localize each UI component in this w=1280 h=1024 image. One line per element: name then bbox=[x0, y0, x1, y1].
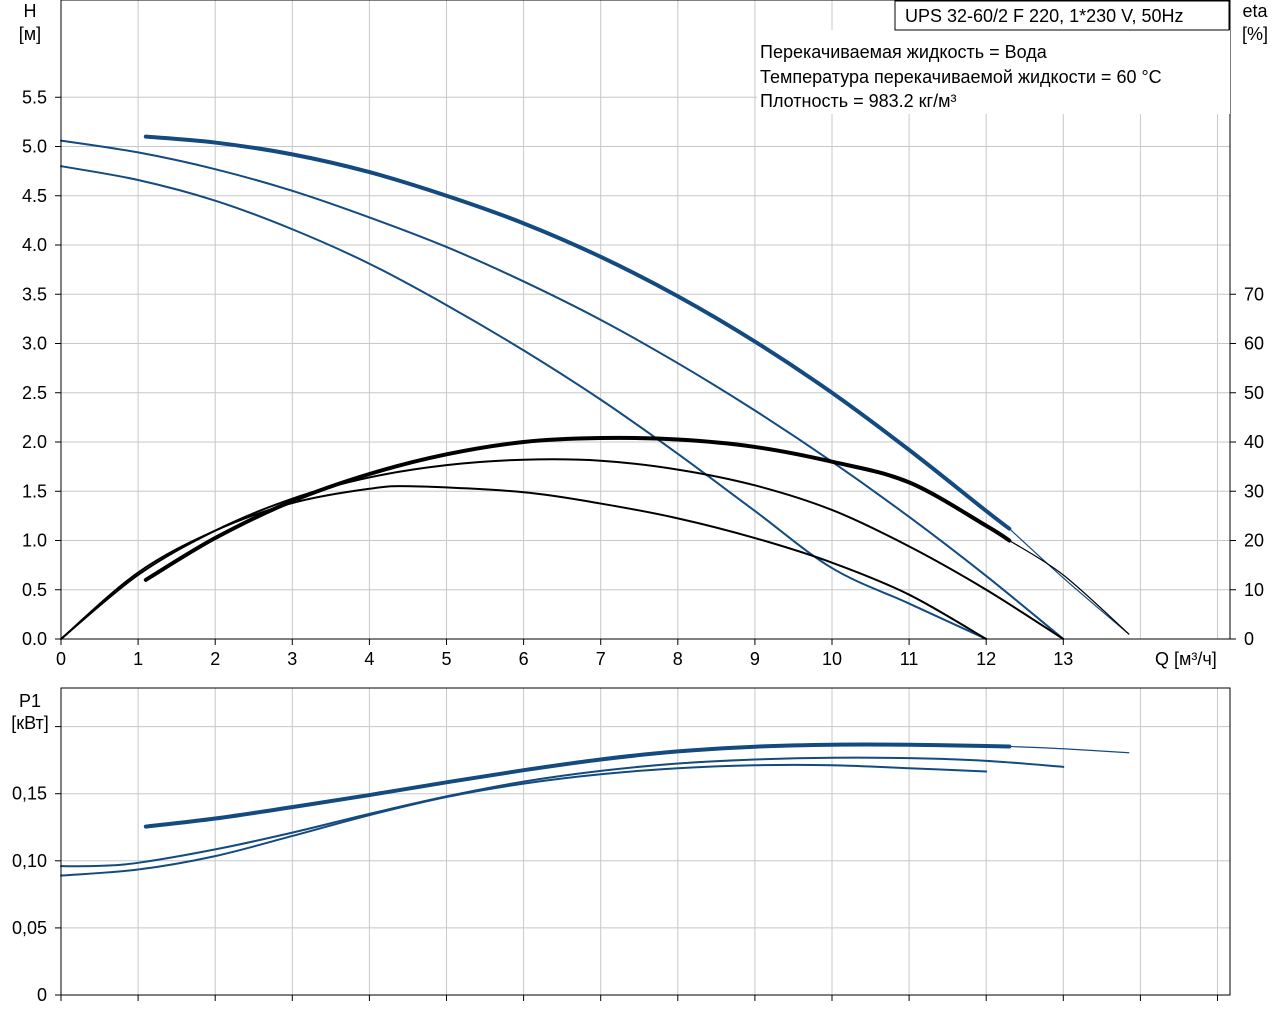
power-tick-label: 0,15 bbox=[12, 784, 47, 804]
y-tick-label: 3.0 bbox=[22, 334, 47, 354]
y2-axis-unit: [%] bbox=[1242, 24, 1268, 44]
model-name: UPS 32-60/2 F 220, 1*230 V, 50Hz bbox=[905, 6, 1184, 26]
power-chart-ticks: 0 0,05 0,10 0,15 bbox=[12, 726, 1218, 1005]
x-tick-label: 7 bbox=[596, 649, 606, 669]
y2-axis-name: eta bbox=[1242, 1, 1268, 21]
x-tick-label: 12 bbox=[976, 649, 996, 669]
x-tick-label: 3 bbox=[287, 649, 297, 669]
power-tick-label: 0,10 bbox=[12, 851, 47, 871]
y-axis-unit: [м] bbox=[19, 24, 41, 44]
x-tick-label: 9 bbox=[750, 649, 760, 669]
efficiency-curve-main bbox=[143, 435, 1012, 582]
info-box-background bbox=[757, 30, 1230, 114]
y-tick-label: 5.0 bbox=[22, 137, 47, 157]
y2-tick-label: 20 bbox=[1244, 531, 1264, 551]
model-box bbox=[894, 0, 1230, 31]
y-tick-label: 4.5 bbox=[22, 186, 47, 206]
x-tick-label: 5 bbox=[441, 649, 451, 669]
info-line-liquid: Перекачиваемая жидкость = Вода bbox=[760, 42, 1048, 62]
x-tick-label: 8 bbox=[673, 649, 683, 669]
x-tick-label: 11 bbox=[900, 649, 919, 669]
power-curve-main bbox=[143, 742, 1012, 829]
y-tick-label: 1.0 bbox=[22, 531, 47, 551]
power-chart-frame bbox=[60, 687, 1231, 996]
y2-tick-label: 0 bbox=[1244, 629, 1254, 649]
x-axis-label: Q [м³/ч] bbox=[1155, 649, 1217, 669]
x-tick-label: 13 bbox=[1053, 649, 1073, 669]
head-curve-thin bbox=[60, 139, 1065, 640]
head-curve-thin bbox=[60, 165, 988, 640]
head-curve-ext bbox=[1008, 528, 1130, 635]
power-tick-label: 0,05 bbox=[12, 918, 47, 938]
y-tick-label: 5.5 bbox=[22, 87, 47, 107]
x-tick-label: 10 bbox=[822, 649, 842, 669]
head-curve-main bbox=[143, 134, 1012, 531]
info-line-temperature: Температура перекачиваемой жидкости = 60… bbox=[760, 67, 1162, 87]
y-tick-label: 1.5 bbox=[22, 481, 47, 501]
head-chart-ticks: 0.00.51.01.52.02.53.03.54.04.55.05.50102… bbox=[22, 87, 1264, 669]
x-tick-label: 6 bbox=[519, 649, 529, 669]
y2-tick-label: 70 bbox=[1244, 284, 1264, 304]
y2-tick-label: 40 bbox=[1244, 432, 1264, 452]
y-tick-label: 4.0 bbox=[22, 235, 47, 255]
info-line-density: Плотность = 983.2 кг/м³ bbox=[760, 91, 956, 111]
x-tick-label: 4 bbox=[364, 649, 374, 669]
y2-tick-label: 30 bbox=[1244, 481, 1264, 501]
y-tick-label: 0.0 bbox=[22, 629, 47, 649]
y2-tick-label: 10 bbox=[1244, 580, 1264, 600]
power-chart-grid bbox=[61, 688, 1230, 995]
power-curve-ext bbox=[1008, 745, 1130, 754]
y-tick-label: 2.5 bbox=[22, 383, 47, 403]
head-chart-curves bbox=[60, 134, 1130, 640]
y-axis-name: H bbox=[24, 1, 37, 21]
power-tick-label: 0 bbox=[37, 985, 47, 1005]
x-tick-label: 1 bbox=[133, 649, 143, 669]
efficiency-curve-ext bbox=[1008, 539, 1130, 635]
y-tick-label: 2.0 bbox=[22, 432, 47, 452]
power-axis-unit: [кВт] bbox=[11, 713, 49, 733]
y-tick-label: 3.5 bbox=[22, 284, 47, 304]
y2-tick-label: 50 bbox=[1244, 383, 1264, 403]
power-curve-thin bbox=[60, 756, 1065, 868]
efficiency-curve-thin bbox=[60, 485, 988, 640]
power-curve-thin bbox=[60, 763, 988, 877]
power-axis-name: P1 bbox=[19, 691, 41, 711]
x-tick-label: 2 bbox=[210, 649, 220, 669]
y-tick-label: 0.5 bbox=[22, 580, 47, 600]
y2-tick-label: 60 bbox=[1244, 334, 1264, 354]
power-chart-curves bbox=[60, 742, 1130, 877]
x-tick-label: 0 bbox=[56, 649, 66, 669]
head-chart-frame bbox=[60, 0, 1231, 640]
